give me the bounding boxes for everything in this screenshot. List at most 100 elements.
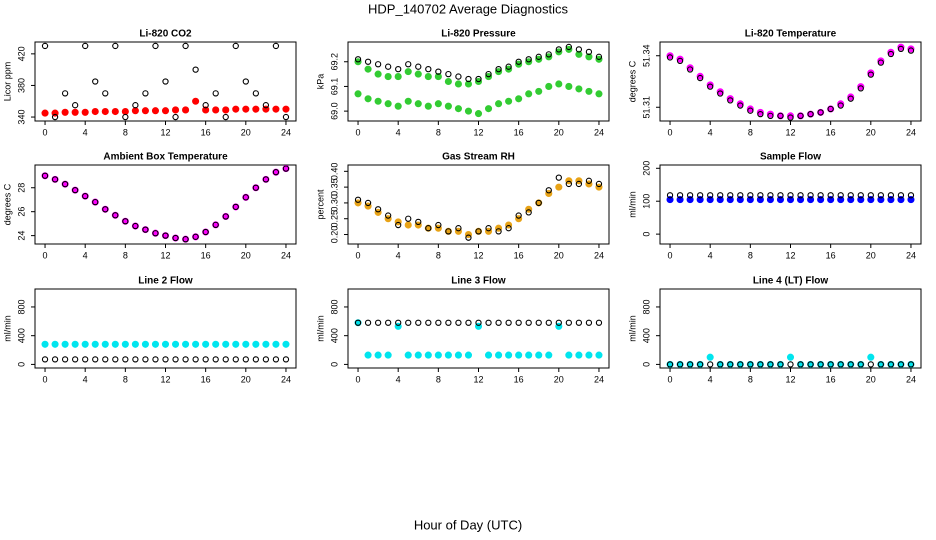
panel-title: Sample Flow: [760, 152, 821, 163]
point: [575, 351, 583, 359]
x-tick-label: 4: [83, 250, 88, 260]
point: [222, 213, 229, 220]
point: [405, 319, 412, 326]
point: [71, 340, 79, 348]
point: [545, 319, 552, 326]
point: [282, 356, 290, 363]
point: [787, 192, 794, 199]
point: [716, 196, 724, 204]
point: [202, 340, 210, 348]
point: [837, 102, 844, 109]
point: [374, 97, 382, 105]
y-tick-label: 26: [16, 207, 26, 217]
point: [485, 70, 492, 78]
point: [41, 340, 49, 348]
point: [455, 319, 462, 326]
point: [505, 97, 513, 105]
point: [435, 319, 442, 326]
point: [737, 361, 744, 368]
x-tick-label: 24: [594, 374, 604, 384]
point: [686, 64, 694, 72]
x-tick-label: 16: [826, 374, 836, 384]
point: [41, 109, 49, 117]
point: [867, 361, 874, 368]
point: [354, 196, 362, 203]
point: [212, 90, 219, 97]
point: [364, 95, 372, 103]
point: [385, 212, 392, 219]
point: [727, 361, 734, 368]
point: [242, 356, 249, 363]
point: [385, 319, 392, 326]
point: [485, 319, 492, 326]
point: [404, 68, 412, 76]
point: [425, 319, 432, 326]
x-tick-label: 0: [668, 127, 673, 137]
y-tick-label: 69.1: [329, 78, 339, 96]
x-tick-label: 20: [866, 374, 876, 384]
point: [515, 212, 522, 219]
y-tick-label: 400: [16, 328, 26, 343]
point: [515, 319, 522, 326]
point: [434, 351, 442, 359]
y-tick-label: 420: [16, 46, 26, 61]
y-axis-label: ml/min: [2, 315, 12, 342]
point: [92, 78, 99, 85]
point: [465, 319, 472, 326]
point: [575, 85, 583, 93]
x-tick-label: 0: [668, 374, 673, 384]
point: [415, 319, 422, 326]
point: [475, 228, 482, 235]
point: [262, 176, 270, 183]
point: [354, 90, 362, 98]
point: [767, 361, 774, 368]
y-tick-label: 0.35: [329, 178, 339, 196]
point: [706, 196, 714, 204]
point: [575, 50, 583, 58]
point: [676, 192, 684, 199]
point: [464, 351, 473, 359]
point: [676, 57, 684, 65]
point: [565, 82, 573, 90]
point: [172, 356, 179, 363]
x-tick-label: 12: [473, 374, 483, 384]
point: [585, 351, 593, 359]
point: [595, 319, 603, 326]
x-tick-label: 16: [201, 127, 211, 137]
point: [545, 82, 553, 90]
point: [847, 196, 855, 204]
point: [424, 351, 432, 359]
point: [666, 192, 674, 199]
x-tick-label: 12: [785, 250, 795, 260]
point: [182, 42, 189, 50]
point: [867, 71, 874, 78]
point: [81, 108, 89, 116]
point: [262, 102, 270, 109]
point: [707, 192, 714, 199]
point: [786, 112, 795, 120]
x-tick-label: 12: [160, 127, 170, 137]
point: [747, 361, 754, 368]
point: [867, 69, 875, 77]
point: [405, 61, 412, 68]
point: [51, 340, 59, 348]
point: [877, 57, 885, 65]
point: [232, 105, 240, 113]
point: [374, 61, 382, 68]
point: [212, 106, 220, 114]
point: [837, 100, 845, 108]
x-tick-label: 16: [514, 250, 524, 260]
x-tick-label: 8: [748, 127, 753, 137]
panel-title: Line 3 Flow: [451, 276, 506, 287]
point: [827, 361, 834, 368]
point: [404, 221, 412, 229]
point: [545, 187, 552, 194]
x-tick-label: 24: [281, 127, 291, 137]
point: [736, 100, 744, 108]
x-tick-label: 20: [554, 250, 564, 260]
point: [757, 110, 764, 118]
point: [101, 340, 109, 348]
point: [212, 340, 220, 348]
y-tick-label: 380: [16, 78, 26, 93]
